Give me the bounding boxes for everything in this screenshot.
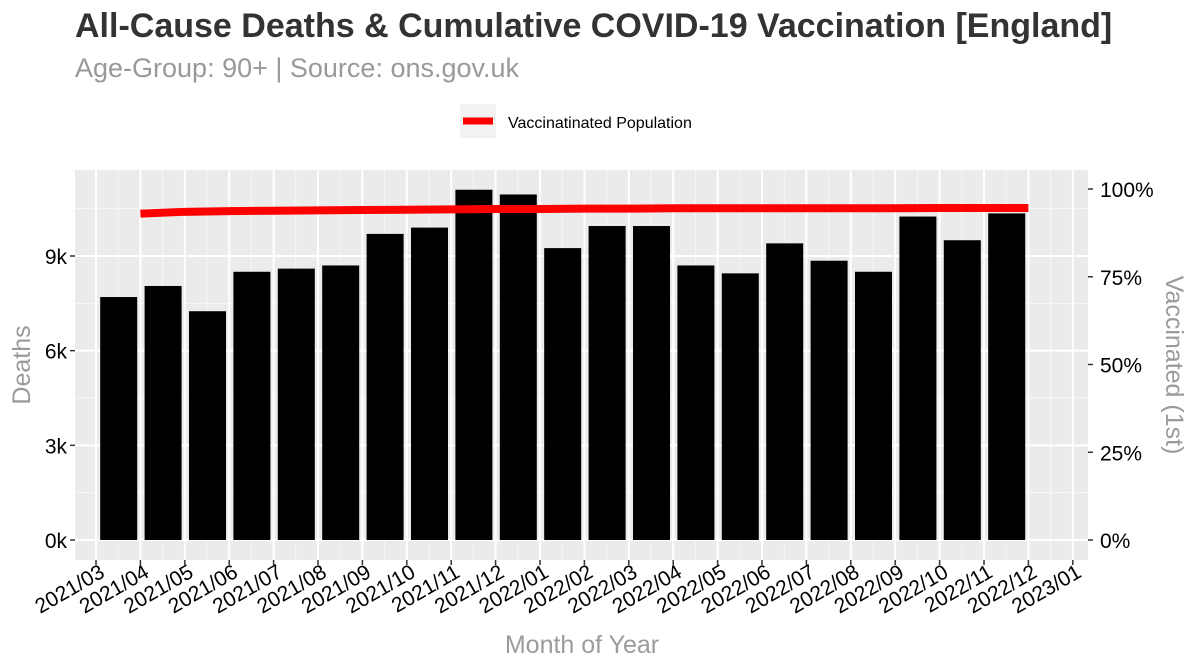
bars: [100, 189, 1026, 541]
bar-deaths: [677, 265, 715, 540]
bar-deaths: [144, 285, 182, 540]
bar-deaths: [766, 243, 804, 540]
grid-major: [75, 170, 1088, 560]
bar-deaths: [899, 216, 937, 541]
bar-deaths: [499, 194, 537, 540]
y2-axis-title: Vaccinated (1st): [1160, 276, 1188, 455]
bar-deaths: [100, 297, 138, 540]
bar-deaths: [366, 233, 404, 540]
y2-tick-label: 25%: [1100, 442, 1142, 465]
bar-deaths: [189, 311, 226, 540]
bar-deaths: [988, 213, 1026, 540]
y-axis-title: Deaths: [8, 325, 36, 404]
chart-subtitle: Age-Group: 90+ | Source: ons.gov.uk: [75, 53, 520, 83]
y-axis-left: 0k 3k 6k 9k: [45, 246, 75, 553]
y-tick-label: 0k: [45, 530, 68, 553]
bar-deaths: [721, 273, 759, 540]
bar-deaths: [855, 271, 892, 540]
y2-tick-label: 75%: [1100, 267, 1142, 290]
y2-tick-label: 100%: [1100, 179, 1154, 202]
bar-deaths: [411, 227, 448, 540]
chart-title: All-Cause Deaths & Cumulative COVID-19 V…: [75, 7, 1112, 45]
bar-deaths: [588, 226, 626, 540]
bar-deaths: [455, 189, 493, 540]
y2-tick-label: 50%: [1100, 355, 1142, 378]
vaccination-line: [140, 203, 1029, 218]
vaccination-line-layer: [140, 203, 1029, 218]
y-axis-right: 0% 25% 50% 75% 100%: [1088, 179, 1154, 553]
x-axis-title: Month of Year: [505, 631, 659, 659]
y-tick-label: 9k: [45, 246, 68, 269]
bar-deaths: [277, 268, 315, 540]
bar-deaths: [810, 260, 848, 540]
legend-label: Vaccinatinated Population: [508, 115, 692, 132]
bar-deaths: [544, 248, 582, 540]
y-tick-label: 6k: [45, 341, 68, 364]
y2-tick-label: 0%: [1100, 530, 1130, 553]
bar-deaths: [322, 265, 360, 540]
y-tick-label: 3k: [45, 435, 68, 458]
bar-deaths: [943, 240, 981, 540]
bar-deaths: [233, 271, 271, 540]
legend: Vaccinatinated Population: [460, 104, 692, 138]
bar-deaths: [633, 226, 670, 540]
x-axis: 2021/032021/042021/052021/062021/072021/…: [31, 560, 1085, 618]
